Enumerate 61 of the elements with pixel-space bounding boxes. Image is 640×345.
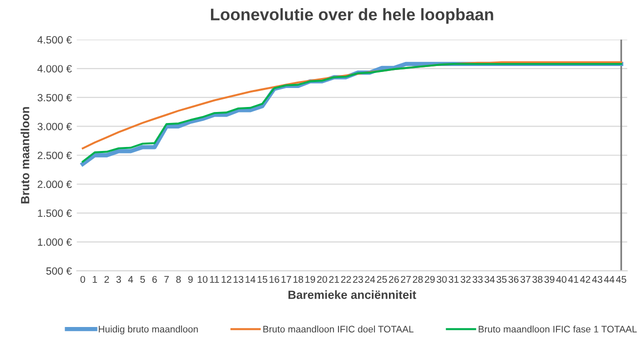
y-tick-label: 2.000 € [38,180,72,188]
x-tick-label: 14 [246,276,256,283]
x-tick-label: 43 [592,276,602,283]
chart-title: Loonevolutie over de hele loopbaan [210,8,494,24]
x-tick-label: 28 [412,276,423,283]
x-axis-title: Baremieke anciënniteit [288,290,416,299]
y-tick-label: 3.000 € [38,122,72,130]
x-tick-label: 31 [448,276,459,283]
y-tick-label: 3.500 € [38,94,72,102]
x-tick-label: 27 [400,276,411,283]
x-tick-label: 35 [496,276,507,283]
x-tick-label: 8 [176,276,181,283]
x-tick-label: 33 [472,276,483,283]
legend-label: Bruto maandloon IFIC doel TOTAAL [263,326,414,332]
x-tick-label: 40 [556,276,566,283]
x-tick-label: 32 [460,276,471,283]
x-tick-label: 29 [424,276,435,283]
x-tick-label: 16 [270,276,280,283]
x-tick-label: 42 [580,276,590,283]
x-tick-label: 45 [616,276,626,283]
x-tick-label: 41 [568,276,578,283]
y-tick-label: 1.500 € [38,210,72,217]
x-tick-label: 12 [222,276,232,283]
y-tick-label: 4.000 € [37,65,72,72]
y-tick-label: 1.000 € [38,238,72,246]
x-tick-label: 15 [258,276,268,283]
x-tick-label: 39 [544,276,554,283]
y-tick-label: 2.500 € [38,152,72,160]
x-tick-label: 9 [188,276,193,283]
x-tick-label: 5 [140,276,145,283]
x-tick-label: 18 [293,276,304,283]
x-tick-label: 25 [376,276,387,283]
x-tick-label: 13 [234,276,244,283]
x-tick-label: 30 [436,276,447,283]
x-tick-label: 10 [198,276,208,283]
x-tick-label: 0 [80,276,86,283]
y-tick-label: 4.500 € [37,36,72,44]
x-tick-label: 34 [484,276,495,283]
x-tick-label: 4 [128,276,134,283]
legend-label: Bruto maandloon IFIC fase 1 TOTAAL [478,326,637,332]
x-tick-label: 26 [388,276,399,283]
x-tick-label: 20 [317,276,328,283]
x-tick-label: 21 [329,276,339,283]
x-tick-label: 38 [532,276,542,283]
y-axis-title: Bruto maandloon [20,107,30,204]
x-tick-label: 17 [282,276,292,283]
x-tick-label: 44 [604,276,614,283]
x-tick-label: 24 [365,276,376,283]
x-tick-label: 3 [116,276,121,283]
x-tick-label: 23 [353,276,363,283]
x-tick-label: 2 [104,276,109,283]
x-tick-label: 11 [210,276,219,283]
x-tick-label: 37 [520,276,530,283]
y-tick-label: 500 € [46,267,72,275]
x-tick-label: 6 [152,276,157,283]
x-tick-label: 7 [164,276,169,283]
x-tick-label: 19 [305,276,316,283]
x-tick-label: 36 [508,276,519,283]
legend-label: Huidig bruto maandloon [98,326,198,334]
x-tick-label: 1 [92,276,97,283]
x-tick-label: 22 [341,276,351,283]
